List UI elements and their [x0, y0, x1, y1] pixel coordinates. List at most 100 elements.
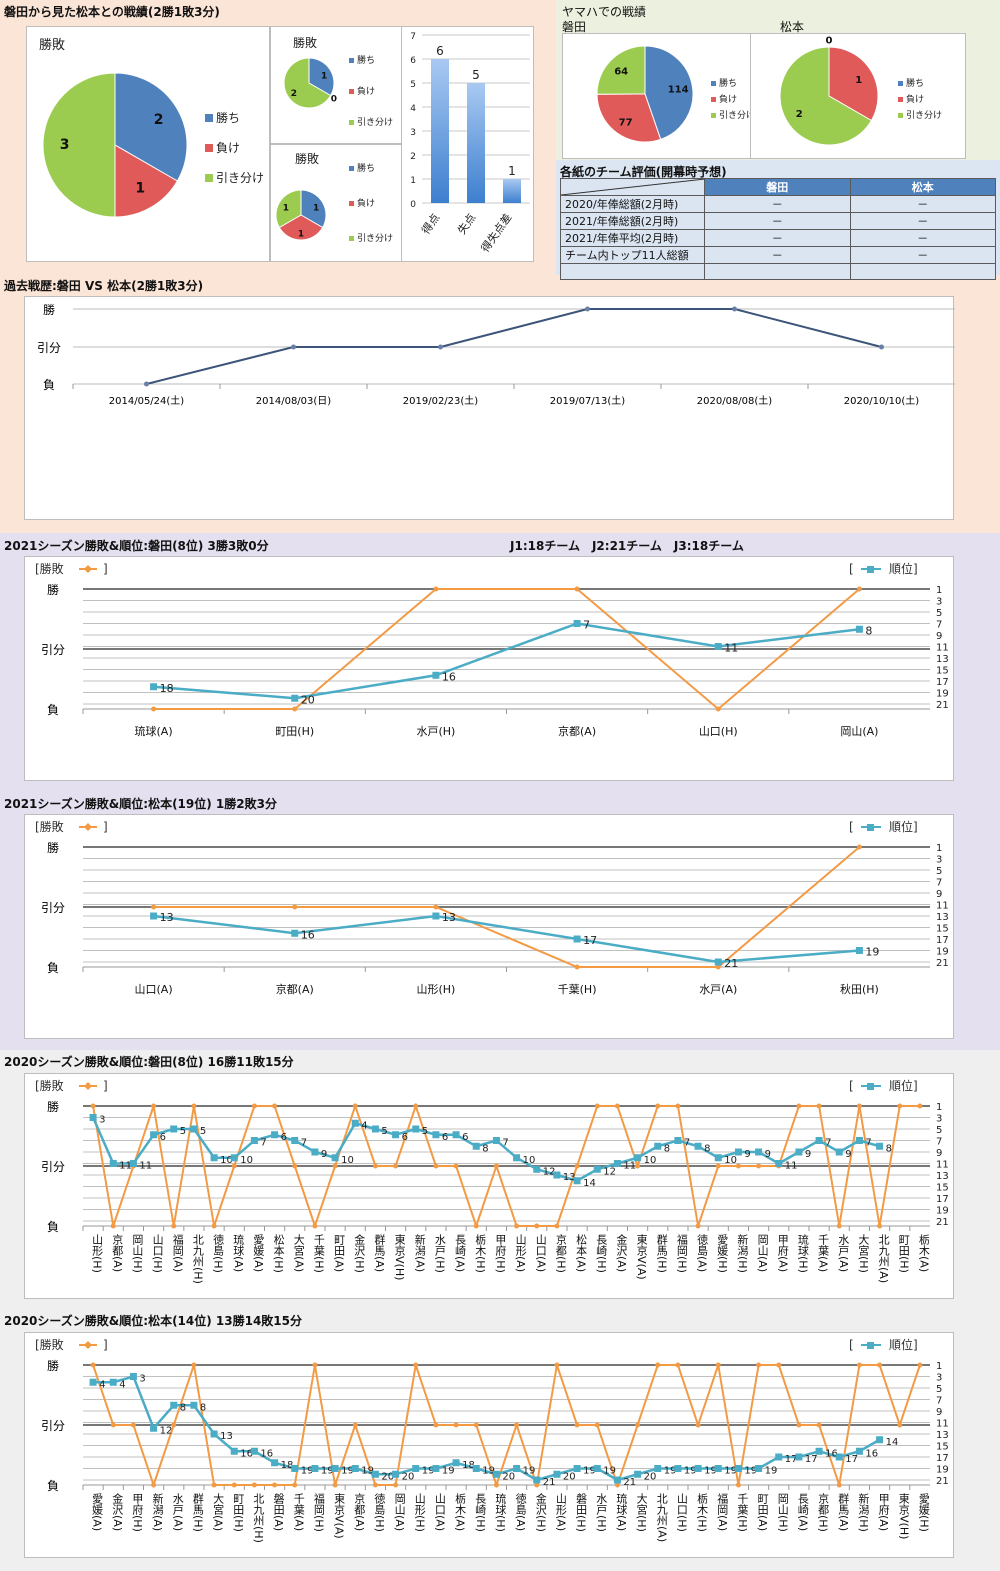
rank-marker: [331, 1154, 339, 1162]
x-tick-label: 2014/08/03(日): [256, 396, 332, 407]
result-marker: [574, 586, 580, 592]
diagonal-line: [561, 179, 705, 195]
x-tick-label: 岡山(A): [393, 1493, 406, 1531]
pie-data-label: 1: [283, 203, 289, 213]
legend-rank-bracket: [: [849, 1079, 854, 1093]
x-tick-label: 2019/07/13(土): [550, 394, 626, 407]
x-tick-label: 京都(A): [558, 724, 596, 738]
result-marker: [796, 1422, 802, 1428]
rank-data-label: 20: [502, 1471, 515, 1482]
x-tick-label: 得点: [419, 211, 442, 236]
eval-row: [560, 263, 996, 280]
h2h-pie-small2-panel: 1 1 1 勝敗 勝ち 負け 引き分け: [270, 144, 402, 262]
rank-tick-label: 9: [936, 631, 942, 642]
legend-swatch: [711, 113, 716, 118]
result-marker: [856, 1362, 862, 1368]
matsumoto2020-title: 2020シーズン勝敗&順位:松本(14位) 13勝14敗15分: [4, 1314, 303, 1328]
eval-cell-iwata: －: [704, 246, 851, 264]
x-tick-label: 2020/08/08(土): [697, 394, 773, 407]
rank-marker: [835, 1148, 843, 1156]
x-tick-label: 千葉(H): [736, 1493, 749, 1532]
pie-slice: [114, 72, 188, 182]
rank-tick-label: 5: [936, 1125, 942, 1136]
result-marker: [715, 1362, 721, 1368]
rank-data-label: 11: [623, 1161, 636, 1172]
rank-marker: [634, 1154, 642, 1162]
yamaha-iwata-label: 磐田: [562, 20, 587, 34]
x-tick-label: 山形(A): [514, 1234, 527, 1272]
x-tick-label: 群馬(H): [191, 1492, 204, 1532]
x-tick-label: 水戸(H): [433, 1234, 446, 1273]
rank-tick-label: 3: [936, 597, 942, 608]
rank-tick-label: 21: [936, 1217, 949, 1228]
rank-marker: [452, 1131, 460, 1139]
rank-marker: [855, 947, 863, 954]
rank-marker: [291, 1465, 299, 1472]
rank-data-label: 8: [664, 1143, 670, 1154]
result-marker: [90, 1362, 96, 1368]
x-tick-label: 長崎(H): [474, 1493, 487, 1532]
y-tick-label: 0: [410, 200, 416, 210]
rank-marker: [371, 1125, 379, 1133]
x-tick-label: 大宮(A): [292, 1233, 305, 1272]
h2h-pie-small1-panel: 1 0 2 勝敗 勝ち 負け 引き分け: [270, 26, 402, 144]
result-marker: [413, 1362, 419, 1368]
rank-data-label: 19: [301, 1466, 314, 1477]
eval-cell-iwata: [704, 263, 851, 280]
rank-line: [153, 622, 860, 700]
eval-row: 2020/年俸総額(2月時) －－: [560, 195, 996, 213]
x-tick-label: 徳島(A): [514, 1493, 527, 1531]
result-marker: [292, 1163, 298, 1169]
result-line: [146, 308, 882, 385]
y-label: 負: [47, 961, 59, 975]
result-marker: [393, 1163, 399, 1169]
rank-tick-label: 1: [936, 843, 942, 854]
rank-tick-label: 9: [936, 1148, 942, 1159]
pie-data-label: 1: [321, 71, 327, 81]
eval-cell-label: チーム内トップ11人総額: [560, 246, 705, 264]
pie-data-label: 64: [614, 66, 628, 77]
rank-data-label: 10: [523, 1155, 536, 1166]
legend-rank-bracket: [: [849, 820, 854, 834]
eval-col-matsumoto: 松本: [849, 178, 996, 196]
x-tick-label: 金沢(H): [353, 1233, 366, 1273]
rank-data-label: 17: [583, 934, 597, 947]
rank-marker: [271, 1131, 279, 1139]
rank-line: [153, 914, 860, 964]
legend-swatch: [349, 89, 354, 94]
rank-data-label: 19: [765, 1466, 778, 1477]
x-tick-label: 東京V(H): [393, 1234, 406, 1281]
rank-data-label: 5: [200, 1126, 206, 1137]
rank-tick-label: 21: [936, 958, 949, 969]
x-tick-label: 岡山(A): [840, 725, 878, 738]
rank-tick-label: 15: [936, 666, 949, 677]
pie-slice: [828, 46, 879, 122]
x-tick-label: 町田(A): [756, 1493, 769, 1531]
y-label: 負: [47, 703, 59, 717]
eval-row: 2021/年俸総額(2月時) －－: [560, 212, 996, 230]
pie-slice: [596, 45, 646, 95]
result-marker: [332, 1163, 338, 1169]
rank-data-label: 19: [422, 1466, 435, 1477]
legend-swatch: [349, 236, 354, 241]
eval-cell-iwata: －: [704, 229, 851, 247]
rank-marker: [311, 1148, 319, 1156]
result-marker: [292, 1482, 298, 1488]
x-tick-label: 千葉(H): [558, 982, 597, 996]
rank-data-label: 12: [603, 1166, 616, 1177]
eval-table: 磐田 松本 2020/年俸総額(2月時) －－ 2021/年俸総額(2月時) －－ 20…: [560, 178, 996, 280]
result-line: [92, 1102, 920, 1230]
rank-data-label: 19: [523, 1466, 536, 1477]
rank-marker: [876, 1436, 884, 1444]
legend-result-label: [勝敗: [35, 561, 64, 576]
legend-swatch: [898, 113, 903, 118]
rank-data-label: 11: [139, 1161, 152, 1172]
y-tick-label: 6: [410, 56, 416, 66]
x-tick-label: 徳島(H): [212, 1234, 225, 1273]
rank-data-label: 4: [119, 1379, 125, 1390]
rank-data-label: 16: [301, 928, 315, 941]
x-tick-label: 栃木(H): [474, 1233, 487, 1273]
rank-marker: [513, 1465, 521, 1472]
result-marker: [816, 1422, 822, 1428]
legend-rank-marker: [867, 566, 874, 573]
